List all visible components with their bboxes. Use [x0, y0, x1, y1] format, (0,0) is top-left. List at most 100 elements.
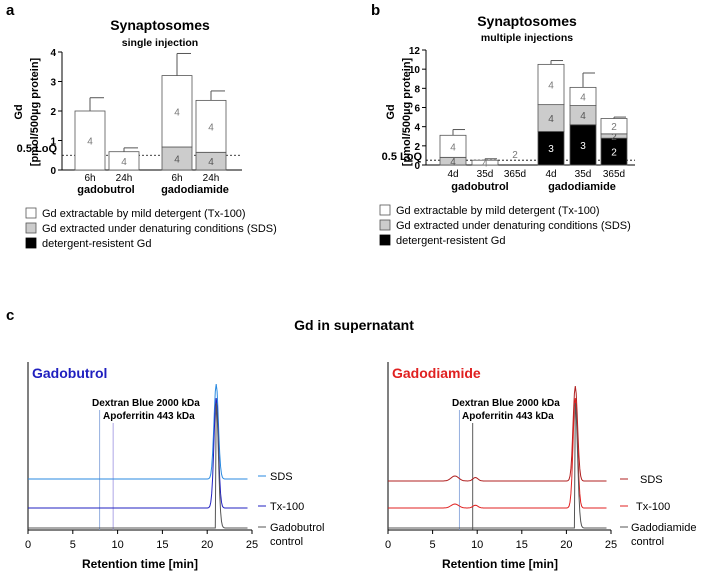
panel-b-letter: b [371, 2, 380, 19]
legend-a-label-resistant: detergent-resistent Gd [42, 238, 151, 250]
left-trace-tx100 [28, 397, 248, 509]
bar-segment [161, 75, 193, 148]
legend-a-swatch-sds [25, 222, 37, 234]
bar-segment [569, 124, 597, 166]
panel-a-title: Synaptosomes [110, 17, 210, 33]
y-tick-label: 6 [414, 104, 420, 115]
x-tick-label: 10 [111, 539, 123, 551]
panel-a-ylabel-2: [pmol/500µg protein] [29, 57, 41, 166]
legend-b-label-tx100: Gd extractable by mild detergent (Tx-100… [396, 205, 600, 217]
bar-n-label: 4 [450, 142, 456, 153]
y-tick-label: 4 [414, 123, 420, 134]
panel-c-title: Gd in supernatant [294, 317, 414, 333]
left-legend-sds: SDS [270, 471, 293, 483]
chromatogram-gadodiamide: 0 5 10 15 20 25 Gadodiamide Dextran Blue 2000… [385, 362, 696, 571]
panel-b-group-1: gadobutrol [451, 181, 508, 193]
bar-n-label: 3 [580, 141, 586, 152]
right-trace-sds [388, 385, 607, 482]
y-tick-label: 12 [409, 46, 421, 57]
left-trace-control [28, 402, 248, 529]
panel-a-time-2: 24h [116, 173, 133, 184]
panel-b-subtitle: multiple injections [481, 32, 573, 44]
y-tick-label: 0 [414, 161, 420, 172]
bar-n-label: 4 [87, 137, 93, 148]
bar-n-label: 4 [482, 159, 488, 170]
bar-n-label: 4 [580, 92, 586, 103]
left-marker-2-label: Apoferritin 443 kDa [103, 411, 195, 422]
x-tick-label: 15 [156, 539, 168, 551]
bar-n-label: 4 [174, 154, 180, 165]
bar-n-label: 4 [548, 114, 554, 125]
bar-n-label: 3 [548, 144, 554, 155]
legend-a-swatch-resistant [25, 237, 37, 249]
right-marker-1-label: Dextran Blue 2000 kDa [452, 398, 560, 409]
legend-b: Gd extractable by mild detergent (Tx-100… [379, 204, 631, 247]
panel-a-time-4: 24h [203, 173, 220, 184]
right-x-ticks: 0 5 10 15 20 25 [385, 530, 617, 551]
right-trace-tx100 [388, 397, 607, 509]
y-tick-label: 8 [414, 84, 420, 95]
legend-b-swatch-tx100 [379, 204, 391, 216]
bar-segment [537, 131, 565, 166]
panel-a-subtitle: single injection [122, 37, 198, 49]
panel-b-loq-label: 0.5 LoQ [382, 151, 423, 163]
x-tick-label: 10 [471, 539, 483, 551]
panel-a-group-1: gadobutrol [77, 184, 134, 196]
x-tick-label: 15 [516, 539, 528, 551]
bar-segment [537, 104, 565, 132]
panel-b-time-2: 35d [477, 169, 494, 180]
left-legend-control-1: Gadobutrol [270, 522, 324, 534]
legend-b-label-sds: Gd extracted under denaturing conditions… [396, 220, 631, 232]
right-xlabel: Retention time [min] [442, 557, 558, 571]
x-tick-label: 20 [560, 539, 572, 551]
legend-b-swatch-resistant [379, 234, 391, 246]
bar-n-label: 4 [121, 157, 127, 168]
panel-a-time-1: 6h [84, 173, 95, 184]
x-tick-label: 5 [70, 539, 76, 551]
panel-a-bars: 4 4 4 4 4 4 [74, 52, 227, 171]
bar-n-label: 4 [208, 122, 214, 133]
y-tick-label: 2 [414, 142, 420, 153]
bar-n-label: 4 [548, 81, 554, 92]
y-tick-label: 2 [50, 107, 56, 118]
panel-b-time-5: 35d [575, 169, 592, 180]
x-tick-label: 0 [25, 539, 31, 551]
chromatogram-gadobutrol: 0 5 10 15 20 25 Gadobutrol Dextran Blue 2000 … [25, 362, 324, 571]
y-tick-label: 0 [50, 166, 56, 177]
panel-b-group-2: gadodiamide [548, 181, 616, 193]
x-tick-label: 0 [385, 539, 391, 551]
legend-b-swatch-sds [379, 219, 391, 231]
right-marker-2-label: Apoferritin 443 kDa [462, 411, 554, 422]
panel-b-ylabel-1: Gd [385, 104, 397, 119]
x-tick-label: 25 [246, 539, 258, 551]
right-legend-tx100: Tx-100 [636, 501, 670, 513]
right-legend-control-1: Gadodiamide [631, 522, 696, 534]
y-tick-label: 10 [409, 65, 421, 76]
left-trace-sds [28, 383, 248, 480]
panel-c-letter: c [6, 307, 14, 324]
bar-n-label: 4 [450, 157, 456, 168]
bar-n-label: 4 [580, 111, 586, 122]
panel-b-time-6: 365d [603, 169, 625, 180]
legend-a-swatch-tx100 [25, 207, 37, 219]
legend-a: Gd extractable by mild detergent (Tx-100… [25, 207, 277, 250]
bar-segment [74, 110, 106, 171]
y-tick-label: 3 [50, 78, 56, 89]
left-marker-1-label: Dextran Blue 2000 kDa [92, 398, 200, 409]
panel-a-letter: a [6, 2, 15, 19]
legend-a-label-tx100: Gd extractable by mild detergent (Tx-100… [42, 208, 246, 220]
left-xlabel: Retention time [min] [82, 557, 198, 571]
x-tick-label: 20 [201, 539, 213, 551]
panel-a-group-2: gadodiamide [161, 184, 229, 196]
y-tick-label: 4 [50, 48, 56, 59]
bar-n-label: 2 [512, 150, 518, 161]
right-legend-sds: SDS [640, 474, 663, 486]
panel-b-axes: 0 2 4 6 8 10 12 [409, 46, 635, 172]
x-tick-label: 25 [605, 539, 617, 551]
bar-n-label: 4 [174, 107, 180, 118]
right-title: Gadodiamide [392, 365, 481, 381]
panel-b: b Synaptosomes multiple injections Gd [p… [371, 2, 635, 193]
bar-n-label: 4 [208, 157, 214, 168]
